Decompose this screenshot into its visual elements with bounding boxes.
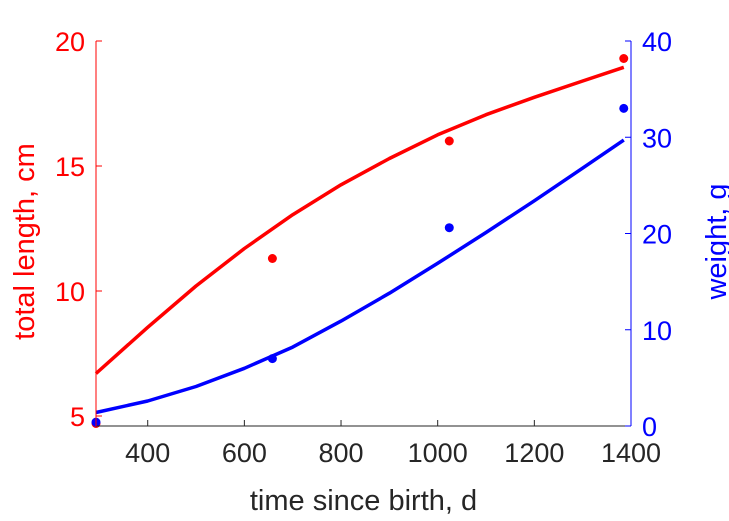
right-tick-label: 40 xyxy=(642,27,672,57)
right-tick-label: 30 xyxy=(642,123,672,153)
left-axis-title: total length, cm xyxy=(9,143,41,340)
fit-line-left xyxy=(94,65,625,375)
fit-line-right xyxy=(95,138,625,415)
right-axis-title: weight, g xyxy=(701,183,729,300)
data-points xyxy=(91,54,629,428)
data-point-right-3 xyxy=(619,103,629,113)
right-tick-label: 10 xyxy=(642,316,672,346)
left-tick-label: 15 xyxy=(55,152,85,182)
data-point-left-3 xyxy=(619,54,629,63)
x-tick-label: 1400 xyxy=(601,438,661,468)
x-tick-label: 800 xyxy=(318,438,363,468)
x-tick-label: 600 xyxy=(222,438,267,468)
x-tick-label: 400 xyxy=(125,438,170,468)
left-tick-label: 20 xyxy=(55,27,85,57)
right-tick-label: 20 xyxy=(642,220,672,250)
left-tick-label: 10 xyxy=(55,277,85,307)
data-point-right-1 xyxy=(267,354,277,364)
data-point-right-2 xyxy=(444,223,454,233)
data-point-left-1 xyxy=(267,254,277,263)
right-tick-label: 0 xyxy=(642,412,657,442)
x-tick-label: 1200 xyxy=(504,438,564,468)
fit-lines xyxy=(94,65,625,415)
data-point-left-2 xyxy=(444,136,454,146)
left-tick-label: 5 xyxy=(70,402,85,432)
x-tick-label: 1000 xyxy=(408,438,468,468)
x-axis-title: time since birth, d xyxy=(250,485,477,517)
